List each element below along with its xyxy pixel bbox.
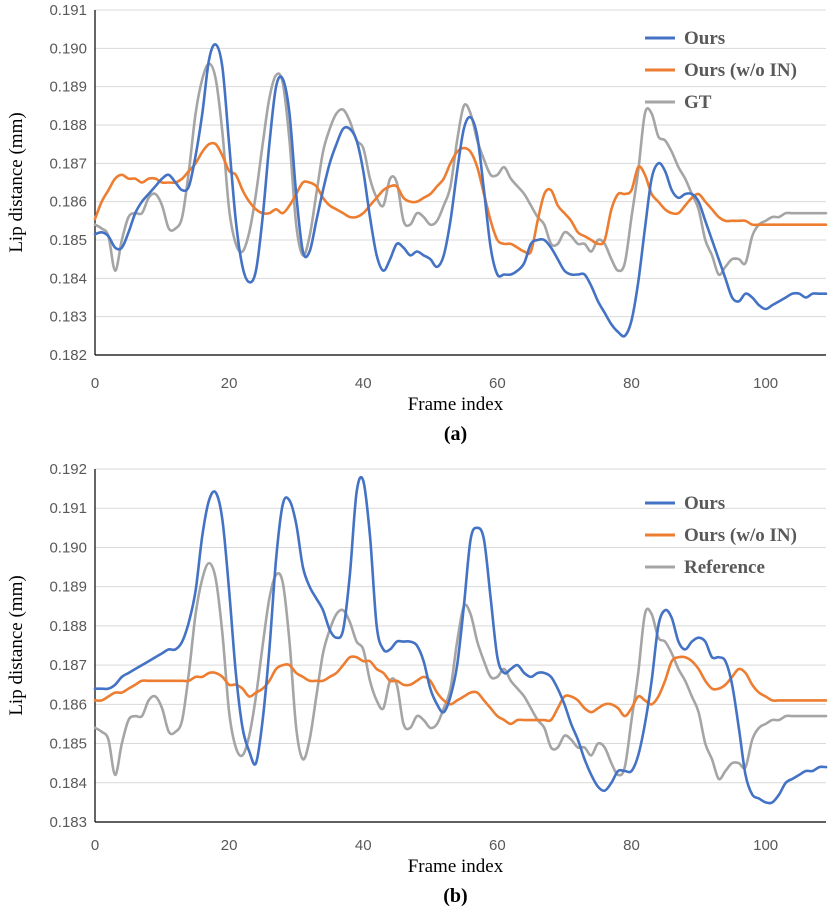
series-line-ours-w-o-in <box>93 655 828 726</box>
x-tick-label: 20 <box>221 837 238 854</box>
y-tick-label: 0.185 <box>49 232 87 249</box>
y-tick-label: 0.184 <box>49 775 87 792</box>
chart-caption: (a) <box>444 423 467 445</box>
y-tick-label: 0.186 <box>49 194 87 211</box>
y-axis-title: Lip distance (mm) <box>6 575 27 715</box>
y-tick-label: 0.183 <box>49 309 87 326</box>
y-tick-label: 0.188 <box>49 117 87 134</box>
x-axis-title: Frame index <box>408 856 504 877</box>
y-tick-label: 0.188 <box>49 618 87 635</box>
y-tick-label: 0.187 <box>49 657 87 674</box>
x-tick-label: 60 <box>489 837 506 854</box>
chart-a: 0.182 0.183 0.184 0.185 0.186 0.187 0.188 0.189… <box>6 2 828 445</box>
y-tick-label: 0.189 <box>49 579 87 596</box>
chart-b: 0.183 0.184 0.185 0.186 0.187 0.188 0.189 0.190… <box>6 461 828 907</box>
x-tick-label: 40 <box>355 837 372 854</box>
y-tick-label: 0.184 <box>49 270 87 287</box>
y-tick-label: 0.186 <box>49 696 87 713</box>
x-tick-label: 80 <box>623 375 640 392</box>
y-tick-label: 0.187 <box>49 155 87 172</box>
legend-label: Ours <box>684 28 725 49</box>
x-tick-label: 80 <box>623 837 640 854</box>
y-axis-title: Lip distance (mm) <box>6 112 27 252</box>
x-tick-label: 100 <box>753 375 778 392</box>
x-tick-label: 100 <box>753 837 778 854</box>
x-tick-label: 20 <box>221 375 238 392</box>
y-tick-label: 0.192 <box>49 461 87 478</box>
legend-label: Ours (w/o IN) <box>684 525 797 546</box>
y-tick-label: 0.191 <box>49 500 87 517</box>
y-tick-label: 0.190 <box>49 40 87 57</box>
legend-label: Ours (w/o IN) <box>684 60 797 81</box>
y-tick-label: 0.182 <box>49 347 87 364</box>
x-tick-label: 40 <box>355 375 372 392</box>
series-line-reference <box>93 561 828 781</box>
series-line-ours <box>93 475 828 805</box>
chart-caption: (b) <box>443 885 467 907</box>
series-line-gt <box>93 62 828 277</box>
y-tick-label: 0.191 <box>49 2 87 19</box>
y-tick-label: 0.190 <box>49 539 87 556</box>
y-tick-label: 0.189 <box>49 79 87 96</box>
x-tick-label: 0 <box>91 375 99 392</box>
x-tick-label: 60 <box>489 375 506 392</box>
legend-label: Ours <box>684 493 725 514</box>
x-tick-label: 0 <box>91 837 99 854</box>
y-tick-label: 0.183 <box>49 814 87 831</box>
series-line-ours <box>93 43 828 338</box>
legend-label: GT <box>684 92 712 113</box>
y-tick-label: 0.185 <box>49 736 87 753</box>
series-line-ours-w-o-in <box>93 141 828 256</box>
legend-label: Reference <box>684 557 765 578</box>
x-axis-title: Frame index <box>408 394 504 415</box>
